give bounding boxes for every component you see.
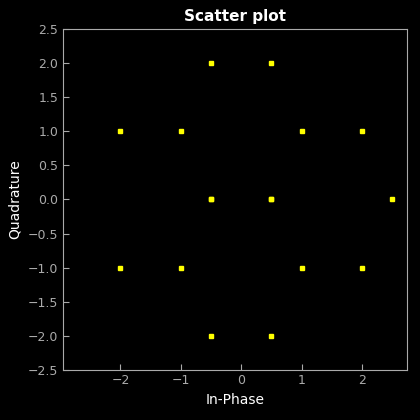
- Channel 1: [299, 265, 304, 270]
- Channel 1: [178, 129, 184, 134]
- Channel 1: [178, 265, 184, 270]
- Channel 1: [208, 197, 213, 202]
- Channel 1: [360, 265, 365, 270]
- Channel 1: [118, 129, 123, 134]
- Channel 1: [118, 265, 123, 270]
- Channel 1: [58, 197, 63, 202]
- X-axis label: In-Phase: In-Phase: [206, 393, 265, 407]
- Channel 1: [269, 333, 274, 338]
- Channel 1: [269, 61, 274, 66]
- Title: Scatter plot: Scatter plot: [184, 9, 286, 24]
- Channel 1: [208, 333, 213, 338]
- Line: Channel 1: Channel 1: [58, 62, 394, 337]
- Channel 1: [360, 129, 365, 134]
- Channel 1: [269, 197, 274, 202]
- Channel 1: [299, 129, 304, 134]
- Channel 1: [269, 197, 274, 202]
- Channel 1: [208, 197, 213, 202]
- Y-axis label: Quadrature: Quadrature: [8, 160, 22, 239]
- Channel 1: [208, 61, 213, 66]
- Channel 1: [390, 197, 395, 202]
